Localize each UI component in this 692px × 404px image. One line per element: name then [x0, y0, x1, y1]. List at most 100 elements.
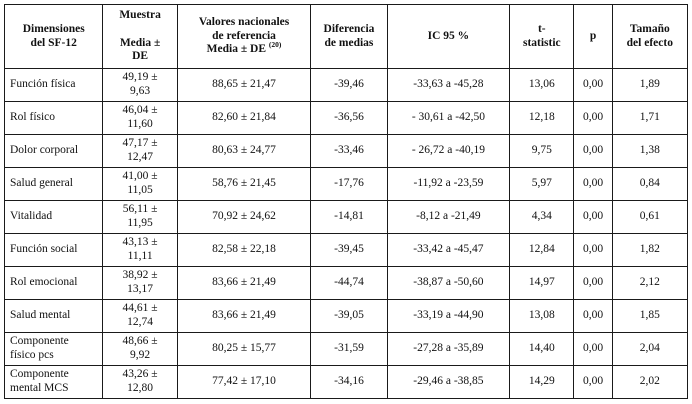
valores-nacionales-cell: 82,58 ± 22,18 [176, 233, 312, 267]
ic95-cell: -11,92 a -23,59 [386, 167, 511, 201]
diferencia-medias-cell: -14,81 [310, 200, 388, 234]
valores-nacionales-cell: 82,60 ± 21,84 [176, 101, 312, 135]
tamano-efecto-cell: 2,04 [611, 332, 689, 366]
ic95-cell: -27,28 a -35,89 [386, 332, 511, 366]
ic95-cell: - 26,72 a -40,19 [386, 134, 511, 168]
dimension-cell: Función física [3, 68, 104, 102]
valores-nacionales-cell: 83,66 ± 21,49 [176, 266, 312, 300]
dimension-cell: Componente físico pcs [3, 332, 104, 366]
diferencia-medias-cell: -34,16 [310, 365, 388, 399]
diferencia-medias-cell: -36,56 [310, 101, 388, 135]
table-row: Dolor corporal 47,17 ± 12,47 80,63 ± 24,… [3, 134, 689, 168]
col-header-p: p [573, 4, 613, 69]
col-header-diferencia: Diferencia de medias [310, 4, 388, 69]
table-row: Rol físico 46,04 ± 11,60 82,60 ± 21,84 -… [3, 101, 689, 135]
muestra-media-cell: 46,04 ± 11,60 [102, 101, 178, 135]
dimension-cell: Dolor corporal [3, 134, 104, 168]
t-statistic-cell: 14,29 [509, 365, 575, 399]
tamano-efecto-cell: 0,84 [611, 167, 689, 201]
muestra-media-cell: 43,13 ± 11,11 [102, 233, 178, 267]
p-value-cell: 0,00 [573, 233, 613, 267]
muestra-media-cell: 38,92 ± 13,17 [102, 266, 178, 300]
col-header-tamano-efecto: Tamaño del efecto [611, 4, 689, 69]
t-statistic-cell: 12,84 [509, 233, 575, 267]
p-value-cell: 0,00 [573, 134, 613, 168]
col-header-dimensiones: Dimensiones del SF-12 [3, 4, 104, 69]
dimension-cell: Componente mental MCS [3, 365, 104, 399]
table-body: Función física 49,19 ± 9,63 88,65 ± 21,4… [3, 68, 689, 399]
table-row: Rol emocional 38,92 ± 13,17 83,66 ± 21,4… [3, 266, 689, 300]
table-row: Salud mental 44,61 ± 12,74 83,66 ± 21,49… [3, 299, 689, 333]
table-row: Función social 43,13 ± 11,11 82,58 ± 22,… [3, 233, 689, 267]
tamano-efecto-cell: 2,12 [611, 266, 689, 300]
valores-nacionales-cell: 83,66 ± 21,49 [176, 299, 312, 333]
tamano-efecto-cell: 0,61 [611, 200, 689, 234]
table-row: Componente físico pcs 48,66 ± 9,92 80,25… [3, 332, 689, 366]
tamano-efecto-cell: 1,38 [611, 134, 689, 168]
diferencia-medias-cell: -44,74 [310, 266, 388, 300]
t-statistic-cell: 13,06 [509, 68, 575, 102]
valores-nacionales-cell: 58,76 ± 21,45 [176, 167, 312, 201]
col-header-ic95: IC 95 % [386, 4, 511, 69]
diferencia-medias-cell: -31,59 [310, 332, 388, 366]
col-header-valores-nacionales: Valores nacionales de referencia Media ±… [176, 4, 312, 69]
table-row: Salud general 41,00 ± 11,05 58,76 ± 21,4… [3, 167, 689, 201]
diferencia-medias-cell: -39,05 [310, 299, 388, 333]
table-row: Función física 49,19 ± 9,63 88,65 ± 21,4… [3, 68, 689, 102]
t-statistic-cell: 14,40 [509, 332, 575, 366]
muestra-media-cell: 44,61 ± 12,74 [102, 299, 178, 333]
dimension-cell: Vitalidad [3, 200, 104, 234]
t-statistic-cell: 9,75 [509, 134, 575, 168]
muestra-media-cell: 43,26 ± 12,80 [102, 365, 178, 399]
dimension-cell: Salud mental [3, 299, 104, 333]
t-statistic-cell: 13,08 [509, 299, 575, 333]
valores-nacionales-cell: 80,63 ± 24,77 [176, 134, 312, 168]
ic95-cell: -38,87 a -50,60 [386, 266, 511, 300]
p-value-cell: 0,00 [573, 332, 613, 366]
table-header: Dimensiones del SF-12 Muestra Media ± DE… [3, 4, 689, 69]
diferencia-medias-cell: -39,45 [310, 233, 388, 267]
p-value-cell: 0,00 [573, 200, 613, 234]
t-statistic-cell: 14,97 [509, 266, 575, 300]
dimension-cell: Rol emocional [3, 266, 104, 300]
tamano-efecto-cell: 1,82 [611, 233, 689, 267]
dimension-cell: Salud general [3, 167, 104, 201]
valores-nacionales-cell: 80,25 ± 15,77 [176, 332, 312, 366]
muestra-media-cell: 41,00 ± 11,05 [102, 167, 178, 201]
tamano-efecto-cell: 2,02 [611, 365, 689, 399]
valores-nacionales-cell: 70,92 ± 24,62 [176, 200, 312, 234]
p-value-cell: 0,00 [573, 266, 613, 300]
tamano-efecto-cell: 1,71 [611, 101, 689, 135]
valores-nacionales-cell: 77,42 ± 17,10 [176, 365, 312, 399]
header-row: Dimensiones del SF-12 Muestra Media ± DE… [3, 4, 689, 69]
muestra-media-cell: 56,11 ± 11,95 [102, 200, 178, 234]
ic95-cell: -33,42 a -45,47 [386, 233, 511, 267]
col-header-valores-text: Valores nacionales de referencia Media ±… [198, 15, 290, 56]
p-value-cell: 0,00 [573, 365, 613, 399]
dimension-cell: Función social [3, 233, 104, 267]
tamano-efecto-cell: 1,85 [611, 299, 689, 333]
diferencia-medias-cell: -33,46 [310, 134, 388, 168]
muestra-media-cell: 49,19 ± 9,63 [102, 68, 178, 102]
table-row: Componente mental MCS 43,26 ± 12,80 77,4… [3, 365, 689, 399]
ic95-cell: - 30,61 a -42,50 [386, 101, 511, 135]
ic95-cell: -33,19 a -44,90 [386, 299, 511, 333]
p-value-cell: 0,00 [573, 299, 613, 333]
col-header-t-statistic: t- statistic [509, 4, 575, 69]
ic95-cell: -29,46 a -38,85 [386, 365, 511, 399]
tamano-efecto-cell: 1,89 [611, 68, 689, 102]
diferencia-medias-cell: -39,46 [310, 68, 388, 102]
dimension-cell: Rol físico [3, 101, 104, 135]
t-statistic-cell: 12,18 [509, 101, 575, 135]
p-value-cell: 0,00 [573, 68, 613, 102]
t-statistic-cell: 4,34 [509, 200, 575, 234]
diferencia-medias-cell: -17,76 [310, 167, 388, 201]
table-row: Vitalidad 56,11 ± 11,95 70,92 ± 24,62 -1… [3, 200, 689, 234]
ic95-cell: -33,63 a -45,28 [386, 68, 511, 102]
sf12-results-table: Dimensiones del SF-12 Muestra Media ± DE… [3, 4, 689, 399]
p-value-cell: 0,00 [573, 167, 613, 201]
ic95-cell: -8,12 a -21,49 [386, 200, 511, 234]
valores-nacionales-cell: 88,65 ± 21,47 [176, 68, 312, 102]
muestra-media-cell: 48,66 ± 9,92 [102, 332, 178, 366]
reference-superscript: (20) [268, 40, 282, 50]
